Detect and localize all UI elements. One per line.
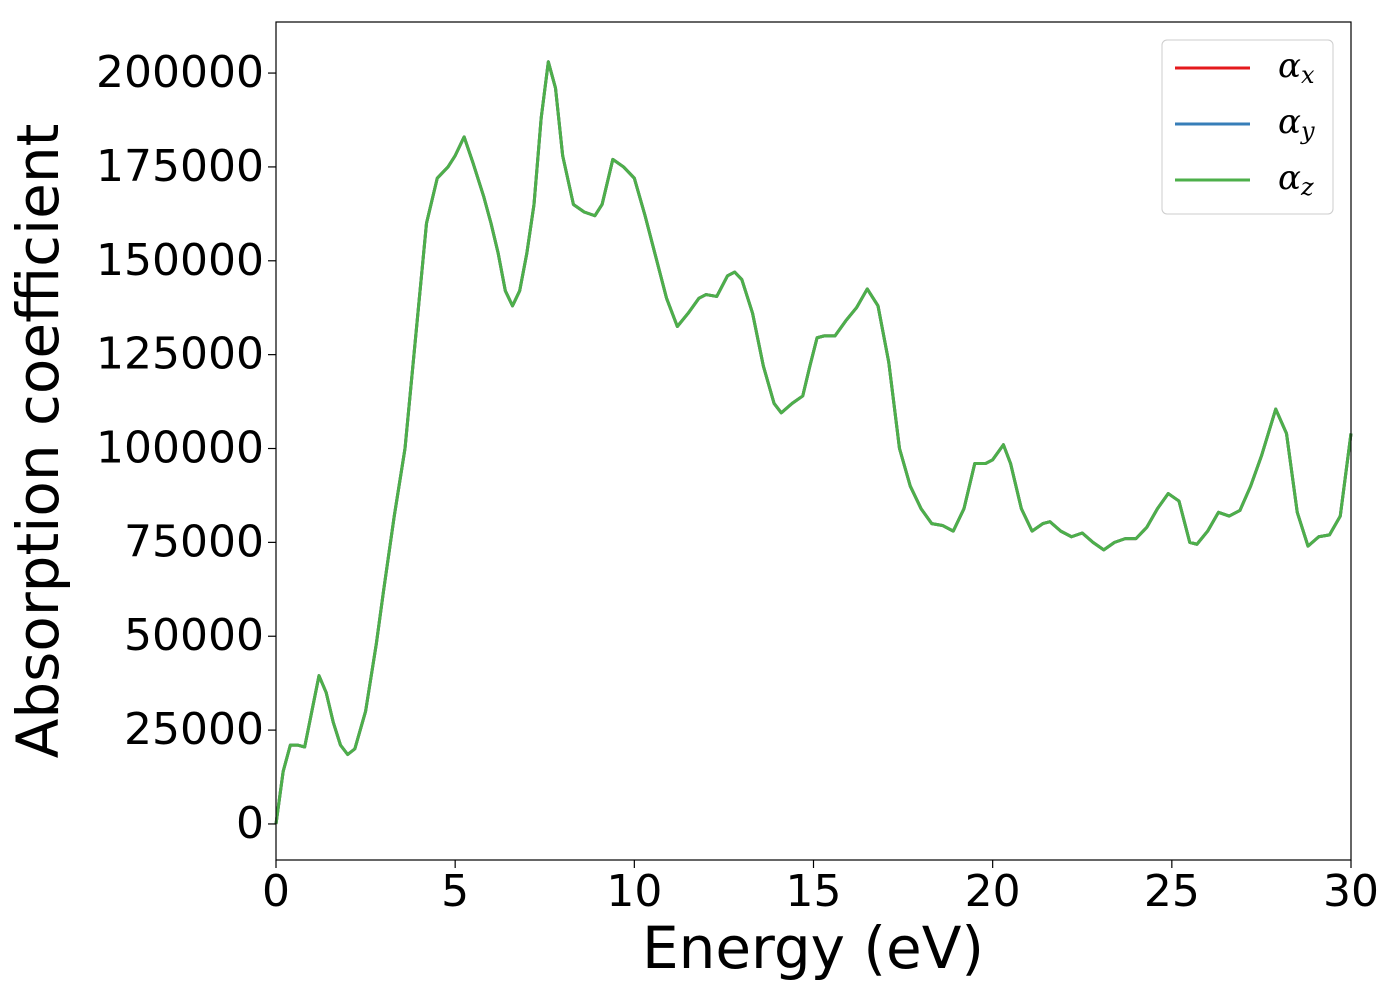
legend: αx αy αz: [1161, 39, 1334, 215]
y-tick-label: 200000: [96, 47, 264, 98]
x-tick-label: 0: [262, 866, 290, 917]
y-tick-label: 150000: [96, 235, 264, 286]
x-tick-label: 5: [441, 866, 469, 917]
y-axis-label: Absorption coefficient: [4, 124, 72, 759]
y-tick-label: 175000: [96, 141, 264, 192]
x-tick-label: 15: [786, 866, 842, 917]
legend-label: αy: [1278, 102, 1315, 145]
y-tick-label: 75000: [124, 516, 264, 567]
y-tick-label: 25000: [124, 704, 264, 755]
legend-label: αx: [1278, 46, 1315, 89]
x-tick-label: 30: [1323, 866, 1379, 917]
x-axis-label: Energy (eV): [642, 914, 984, 982]
y-tick-label: 0: [236, 798, 264, 849]
y-tick-label: 100000: [96, 423, 264, 474]
legend-box: [1161, 39, 1334, 215]
x-tick-label: 20: [965, 866, 1021, 917]
x-tick-label: 10: [606, 866, 662, 917]
data-line: [274, 60, 1353, 825]
legend-label: αz: [1278, 158, 1314, 201]
x-tick-label: 25: [1144, 866, 1200, 917]
y-tick-label: 125000: [96, 329, 264, 380]
y-tick-label: 50000: [124, 610, 264, 661]
